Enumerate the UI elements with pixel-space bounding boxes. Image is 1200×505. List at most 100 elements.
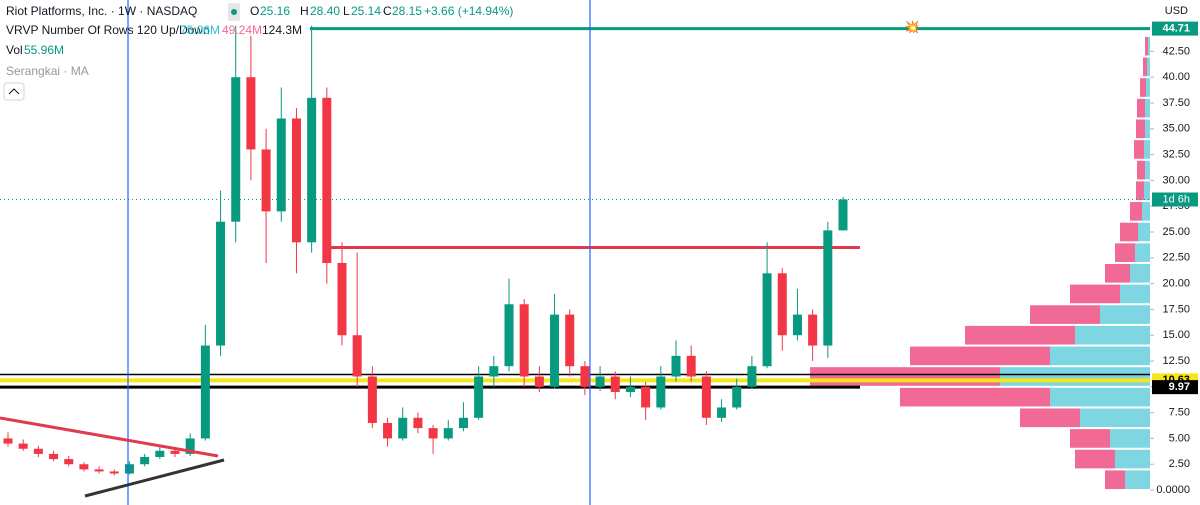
candle-body — [367, 376, 377, 423]
open-value: 25.16 — [260, 4, 290, 18]
tick-label: 17.50 — [1162, 303, 1190, 315]
tick-label: 22.50 — [1162, 252, 1190, 264]
price-badge-label: 9.97 — [1169, 381, 1190, 393]
profile-up — [1100, 305, 1150, 324]
candle-body — [458, 417, 468, 429]
candle-body — [291, 118, 301, 243]
price-badge — [1152, 380, 1198, 395]
candle-body — [641, 386, 651, 408]
candle-body — [823, 230, 833, 346]
profile-down — [1137, 160, 1145, 180]
high-value: 28.40 — [310, 4, 340, 18]
vrvp-total: 124.3M — [262, 23, 302, 37]
candle-body — [519, 304, 529, 377]
profile-down — [1070, 284, 1120, 304]
profile-down — [1140, 78, 1146, 97]
price-badge — [1152, 21, 1198, 36]
symbol: Riot Platforms, Inc. · 1W · NASDAQ — [6, 4, 197, 18]
candle-body — [18, 443, 28, 449]
candle-body — [337, 262, 347, 336]
profile-up — [1135, 243, 1150, 262]
candle-body — [610, 376, 620, 392]
profile-down — [1105, 470, 1125, 490]
candle-body — [398, 417, 408, 439]
profile-up — [1142, 202, 1150, 221]
profile-up — [1145, 98, 1150, 118]
profile-down — [1134, 140, 1144, 159]
candle-body — [534, 376, 544, 387]
price-axis — [1150, 0, 1200, 505]
tick-label: 37.50 — [1162, 97, 1190, 109]
status-dot — [231, 9, 237, 15]
candle-body — [565, 314, 575, 367]
candle-body — [474, 376, 484, 418]
profile-up — [1110, 429, 1150, 448]
collapse-button[interactable] — [3, 82, 25, 101]
profile-up — [1050, 346, 1150, 366]
profile-up — [1000, 367, 1150, 386]
tick-label: 20.00 — [1162, 278, 1190, 290]
profile-up — [1144, 181, 1150, 201]
explosion-icon: 💥 — [905, 20, 920, 34]
profile-down — [900, 387, 1050, 407]
candle-body — [185, 438, 195, 454]
profile-down — [910, 346, 1050, 366]
candle-body — [3, 438, 13, 444]
candle-body — [231, 77, 241, 222]
candle-body — [109, 471, 119, 474]
vrvp-down: 49.24M — [222, 23, 262, 37]
tick-label: 5.00 — [1169, 432, 1190, 444]
candle-body — [443, 428, 453, 439]
profile-down — [1105, 263, 1130, 283]
tick-label: 30.00 — [1162, 174, 1190, 186]
candle-body — [656, 376, 666, 408]
plot-area — [0, 25, 1150, 490]
profile-up — [1080, 408, 1150, 428]
candle-body — [49, 453, 59, 460]
candle-body — [216, 221, 226, 346]
profile-down — [1030, 305, 1100, 324]
candle-body — [155, 450, 165, 458]
countdown: 1d 6h — [1162, 193, 1190, 205]
profile-down — [1075, 449, 1115, 469]
candle-body — [595, 376, 605, 387]
candle-body — [717, 407, 727, 418]
candle-body — [64, 459, 74, 465]
profile-up — [1145, 160, 1150, 180]
candle-body — [383, 422, 393, 439]
profile-up — [1125, 470, 1150, 490]
profile-up — [1130, 263, 1150, 283]
candle-body — [489, 366, 499, 377]
vol-value: 55.96M — [24, 43, 64, 57]
candle-body — [352, 335, 362, 377]
profile-down — [810, 367, 1000, 386]
tick-label: 15.00 — [1162, 329, 1190, 341]
candle-body — [170, 450, 180, 454]
profile-down — [1115, 243, 1135, 262]
tick-label: 2.50 — [1169, 458, 1190, 470]
candle-body — [504, 304, 514, 367]
open-label: O — [250, 4, 259, 18]
profile-down — [1143, 57, 1147, 77]
low-value: 25.14 — [351, 4, 381, 18]
candle-body — [413, 417, 423, 429]
vrvp-label: VRVP Number Of Rows 120 Up/Down — [6, 23, 210, 37]
tick-label: 12.50 — [1162, 355, 1190, 367]
profile-up — [1120, 284, 1150, 304]
candle-body — [124, 464, 134, 474]
collapse-icon — [8, 88, 20, 95]
candle-body — [550, 314, 560, 387]
candle-body — [33, 448, 43, 454]
candle-body — [428, 428, 438, 439]
close-value: 28.15 — [392, 4, 422, 18]
change: +3.66 (+14.94%) — [424, 4, 513, 18]
tick-label: 40.00 — [1162, 71, 1190, 83]
candle-body — [79, 464, 89, 470]
candle-body — [671, 355, 681, 377]
tick-label: 32.50 — [1162, 149, 1190, 161]
price-axis-labels: USD0.00002.505.007.5010.0012.5015.0017.5… — [1150, 5, 1198, 496]
candle-body — [686, 355, 696, 377]
profile-down — [1130, 202, 1142, 221]
